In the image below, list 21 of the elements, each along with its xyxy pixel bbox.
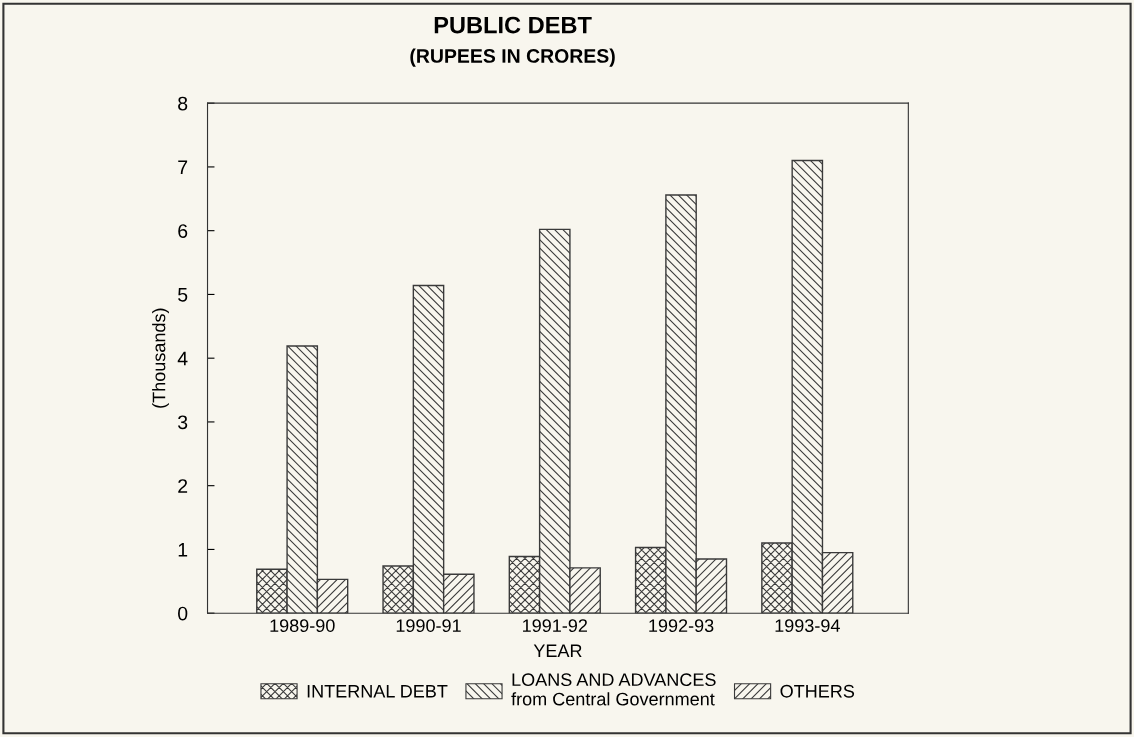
y-tick-label: 2 (178, 479, 188, 493)
x-tick-label: 1989-90 (270, 619, 335, 632)
chart-subtitle: (RUPEES IN CRORES) (410, 48, 615, 67)
y-axis-title: (Thousands) (152, 308, 169, 408)
legend-label: INTERNAL DEBT (307, 685, 448, 698)
y-tick-label: 8 (178, 96, 188, 111)
y-tick-label: 5 (178, 288, 188, 302)
y-tick-label: 1 (178, 543, 188, 557)
x-axis-title: YEAR (533, 644, 582, 657)
x-tick-label: 1990-91 (396, 619, 461, 632)
y-tick-label: 6 (178, 224, 188, 238)
chart-title: PUBLIC DEBT (434, 16, 592, 34)
legend-label: LOANS AND ADVANCES from Central Government (511, 673, 716, 706)
x-tick-label: 1992-93 (649, 619, 714, 632)
y-tick-label: 4 (177, 351, 188, 366)
x-tick-label: 1993-94 (775, 619, 840, 632)
y-tick-label: 0 (178, 606, 188, 621)
y-tick-label: 7 (178, 160, 188, 174)
y-tick-label: 3 (178, 415, 188, 430)
legend-label: OTHERS (780, 684, 855, 698)
x-tick-label: 1991-92 (523, 619, 587, 632)
